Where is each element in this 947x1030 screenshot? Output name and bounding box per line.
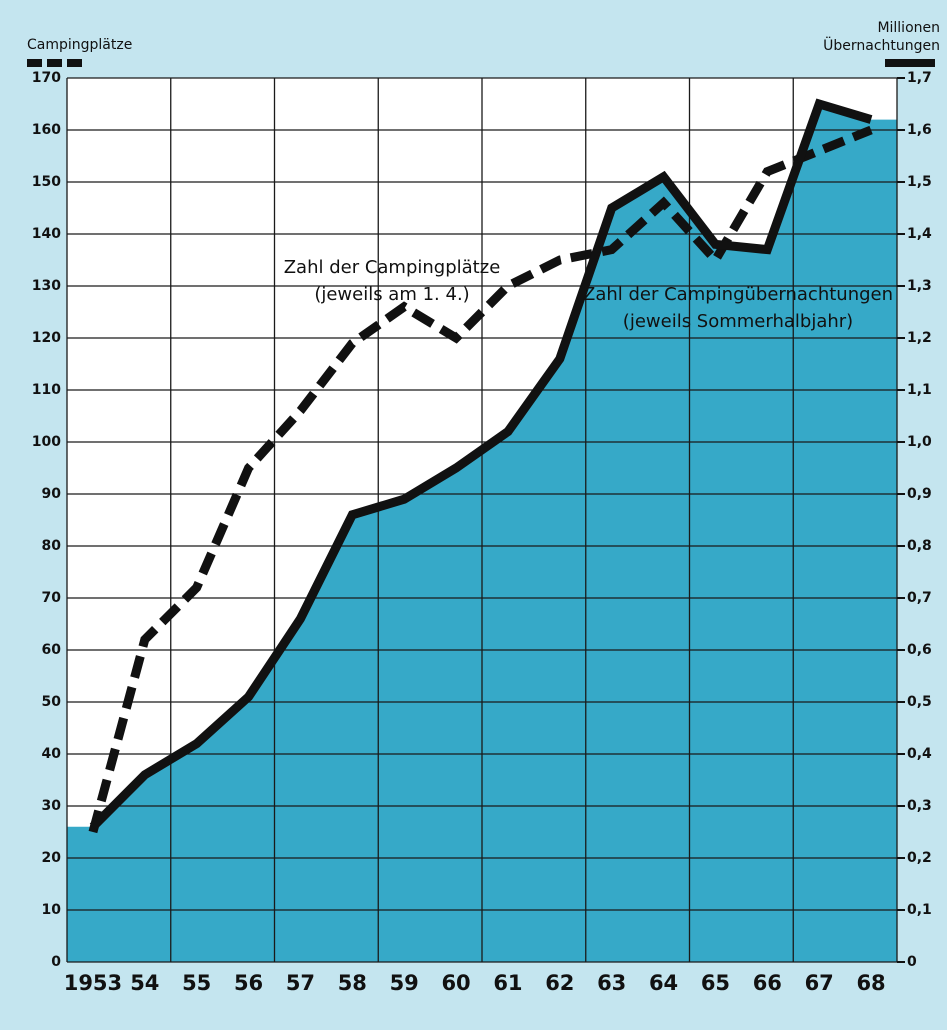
y2-tick-label: 1,2: [907, 330, 932, 346]
plot-layer: 0 10 20 30 40 50 60 70 80 90 100 110 120 130 140 150 160…: [32, 70, 932, 995]
x-tick-label: 67: [805, 971, 834, 995]
y-tick-label: 130: [32, 278, 61, 294]
x-tick-label: 56: [234, 971, 263, 995]
y2-tick-label: 0: [907, 954, 917, 970]
y-tick-label: 150: [32, 174, 61, 190]
series-note: (jeweils am 1. 4.): [314, 284, 469, 305]
y2-tick-label: 0,9: [907, 486, 932, 502]
y2-tick-label: 0,3: [907, 798, 932, 814]
y2-tick-label: 0,7: [907, 590, 932, 606]
y2-axis-title: Übernachtungen: [823, 36, 940, 54]
x-tick-label: 60: [441, 971, 470, 995]
y-axis-title: Campingplätze: [27, 37, 132, 53]
y2-tick-label: 0,5: [907, 694, 932, 710]
y-tick-label: 100: [32, 434, 61, 450]
x-tick-label: 61: [493, 971, 522, 995]
y-tick-label: 90: [42, 486, 62, 502]
y2-tick-label: 1,6: [907, 122, 932, 138]
y-tick-label: 0: [51, 954, 61, 970]
x-tick-label: 58: [338, 971, 367, 995]
y2-tick-label: 0,8: [907, 538, 932, 554]
y2-tick-label: 0,6: [907, 642, 932, 658]
y-tick-label: 140: [32, 226, 61, 242]
y-tick-label: 30: [42, 798, 62, 814]
y-tick-label: 80: [42, 538, 62, 554]
y2-axis-title: Millionen: [877, 20, 940, 36]
series-line: [89, 98, 873, 830]
y2-tick-label: 1,0: [907, 434, 932, 450]
x-tick-label: 57: [286, 971, 315, 995]
series-line: [88, 125, 873, 834]
y-tick-label: 40: [42, 746, 62, 762]
y-tick-label: 60: [42, 642, 62, 658]
x-tick-label: 65: [701, 971, 730, 995]
y2-tick-label: 0,2: [907, 850, 932, 866]
y-tick-label: 20: [42, 850, 62, 866]
series-note: (jeweils Sommerhalbjahr): [623, 311, 853, 332]
y-tick-label: 120: [32, 330, 61, 346]
y-tick-label: 70: [42, 590, 62, 606]
series-label: Zahl der Campingübernachtungen: [583, 284, 893, 305]
x-tick-label: 55: [182, 971, 211, 995]
y2-tick-label: 1,5: [907, 174, 932, 190]
y2-tick-label: 1,1: [907, 382, 932, 398]
y2-tick-label: 1,7: [907, 70, 932, 86]
y-tick-label: 10: [42, 902, 62, 918]
x-tick-label: 68: [856, 971, 885, 995]
y2-tick-label: 0,4: [907, 746, 932, 762]
x-tick-label: 66: [753, 971, 782, 995]
series-label: Zahl der Campingplätze: [284, 257, 501, 278]
x-tick-label: 63: [597, 971, 626, 995]
y2-tick-label: 1,3: [907, 278, 932, 294]
y2-tick-label: 0,1: [907, 902, 932, 918]
x-tick-label: 64: [649, 971, 678, 995]
y-tick-label: 170: [32, 70, 61, 86]
x-tick-label: 54: [130, 971, 159, 995]
y-tick-label: 160: [32, 122, 61, 138]
y2-tick-label: 1,4: [907, 226, 932, 242]
y-tick-label: 50: [42, 694, 62, 710]
x-tick-label: 1953: [64, 971, 122, 995]
x-tick-label: 59: [390, 971, 419, 995]
y-tick-label: 110: [32, 382, 61, 398]
x-tick-label: 62: [545, 971, 574, 995]
